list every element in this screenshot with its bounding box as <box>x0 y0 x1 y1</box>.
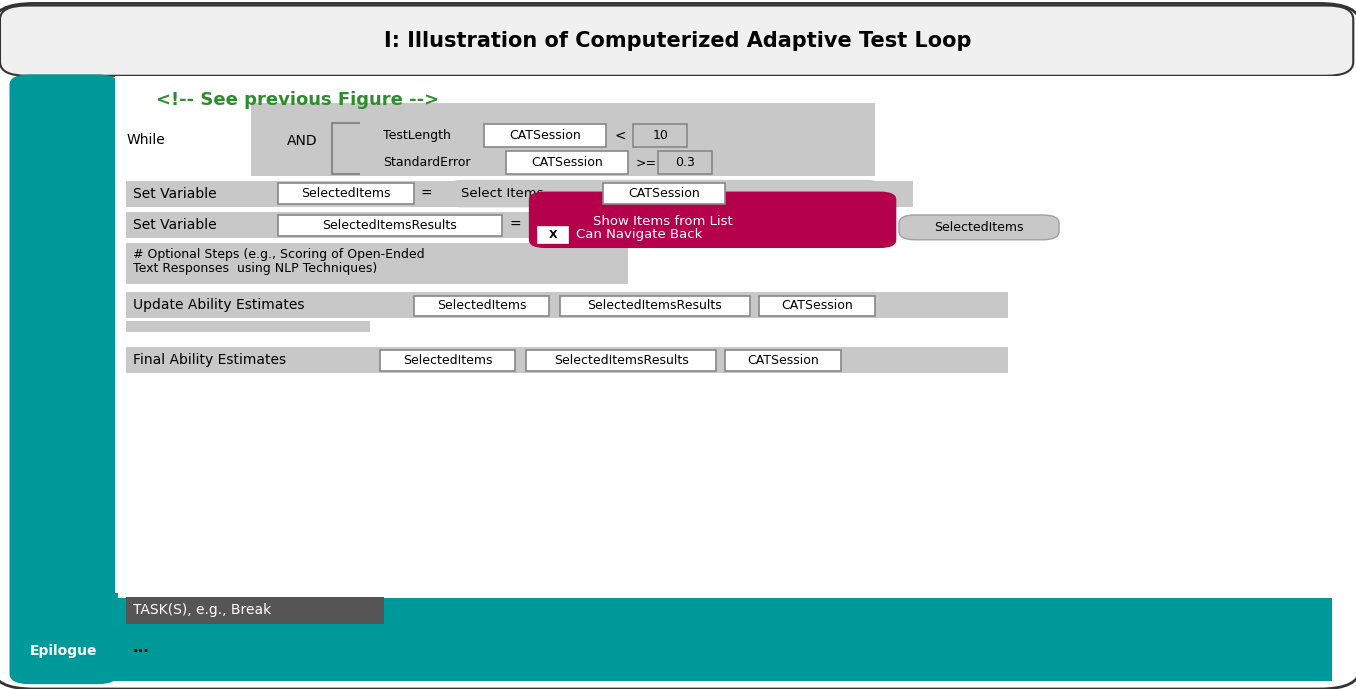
FancyBboxPatch shape <box>380 350 515 371</box>
FancyBboxPatch shape <box>603 183 725 204</box>
Text: Final Ability Estimates: Final Ability Estimates <box>133 353 286 367</box>
Text: StandardError: StandardError <box>384 156 471 169</box>
FancyBboxPatch shape <box>484 124 606 147</box>
Text: TestLength: TestLength <box>382 129 452 142</box>
FancyBboxPatch shape <box>414 296 549 316</box>
Text: Epilogue: Epilogue <box>30 644 98 658</box>
Text: SelectedItems: SelectedItems <box>437 300 526 312</box>
Text: While: While <box>126 133 165 147</box>
Text: >=: >= <box>636 156 658 169</box>
FancyBboxPatch shape <box>126 292 1008 318</box>
FancyBboxPatch shape <box>633 124 687 147</box>
FancyBboxPatch shape <box>126 181 913 207</box>
Text: CATSession: CATSession <box>532 156 602 169</box>
FancyBboxPatch shape <box>9 74 118 684</box>
Text: Set Variable: Set Variable <box>133 187 217 200</box>
Text: Select Items: Select Items <box>461 187 544 200</box>
Text: SelectedItemsResults: SelectedItemsResults <box>553 354 689 367</box>
FancyBboxPatch shape <box>126 321 370 332</box>
Text: SelectedItemsResults: SelectedItemsResults <box>587 300 723 312</box>
Text: Can Navigate Back: Can Navigate Back <box>576 229 702 241</box>
Text: # Optional Steps (e.g., Scoring of Open-Ended: # Optional Steps (e.g., Scoring of Open-… <box>133 249 424 261</box>
Text: =: = <box>420 187 433 200</box>
FancyBboxPatch shape <box>899 215 1059 240</box>
FancyBboxPatch shape <box>506 151 628 174</box>
Text: Text Responses  using NLP Techniques): Text Responses using NLP Techniques) <box>133 263 377 275</box>
Text: AND: AND <box>286 134 317 148</box>
Text: CATSession: CATSession <box>510 129 580 142</box>
FancyBboxPatch shape <box>529 192 896 248</box>
Text: 10: 10 <box>652 129 669 142</box>
FancyBboxPatch shape <box>16 598 1332 681</box>
Text: TASK(S), e.g., Break: TASK(S), e.g., Break <box>133 604 271 617</box>
FancyBboxPatch shape <box>759 296 875 316</box>
FancyBboxPatch shape <box>278 215 502 236</box>
Text: SelectedItems: SelectedItems <box>934 221 1024 234</box>
Text: Show Items from List: Show Items from List <box>593 215 732 227</box>
FancyBboxPatch shape <box>126 212 641 238</box>
FancyBboxPatch shape <box>658 151 712 174</box>
FancyBboxPatch shape <box>0 3 1356 689</box>
Text: Set Variable: Set Variable <box>133 218 217 232</box>
Text: <: < <box>614 128 626 143</box>
FancyBboxPatch shape <box>359 151 495 174</box>
FancyBboxPatch shape <box>258 127 346 155</box>
FancyBboxPatch shape <box>0 6 1353 76</box>
FancyBboxPatch shape <box>725 350 841 371</box>
FancyBboxPatch shape <box>126 597 384 624</box>
FancyBboxPatch shape <box>278 183 414 204</box>
FancyBboxPatch shape <box>443 180 885 207</box>
Text: Update Ability Estimates: Update Ability Estimates <box>133 298 304 312</box>
Text: CATSession: CATSession <box>747 354 819 367</box>
FancyBboxPatch shape <box>251 103 875 176</box>
FancyBboxPatch shape <box>359 124 475 147</box>
FancyBboxPatch shape <box>526 350 716 371</box>
Text: SelectedItems: SelectedItems <box>403 354 492 367</box>
Text: 0.3: 0.3 <box>675 156 694 169</box>
Text: CATSession: CATSession <box>629 187 700 200</box>
Text: ...: ... <box>133 640 149 655</box>
FancyBboxPatch shape <box>126 347 1008 373</box>
FancyBboxPatch shape <box>126 243 628 284</box>
Text: CATSession: CATSession <box>781 300 853 312</box>
Text: <!-- See previous Figure -->: <!-- See previous Figure --> <box>156 91 439 109</box>
Text: SelectedItems: SelectedItems <box>301 187 391 200</box>
Text: =: = <box>510 218 522 232</box>
Text: SelectedItemsResults: SelectedItemsResults <box>323 219 457 232</box>
FancyBboxPatch shape <box>560 296 750 316</box>
FancyBboxPatch shape <box>115 76 1336 593</box>
FancyBboxPatch shape <box>538 227 568 243</box>
Text: I: Illustration of Computerized Adaptive Test Loop: I: Illustration of Computerized Adaptive… <box>384 30 972 51</box>
Text: X: X <box>549 230 557 240</box>
